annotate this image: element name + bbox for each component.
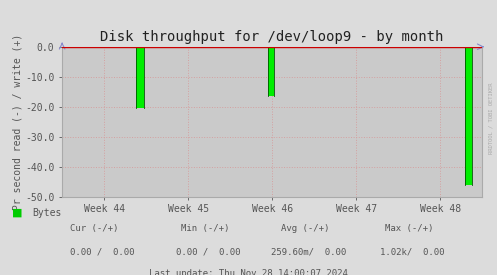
Text: 0.00 /  0.00: 0.00 / 0.00 — [70, 248, 134, 257]
Y-axis label: Pr second read (-) / write (+): Pr second read (-) / write (+) — [12, 34, 22, 210]
Text: Avg (-/+): Avg (-/+) — [281, 224, 329, 233]
Text: RRDTOOL / TOBI OETIKER: RRDTOOL / TOBI OETIKER — [489, 82, 494, 154]
Text: 1.02k/  0.00: 1.02k/ 0.00 — [380, 248, 445, 257]
Text: Cur (-/+): Cur (-/+) — [70, 224, 118, 233]
Title: Disk throughput for /dev/loop9 - by month: Disk throughput for /dev/loop9 - by mont… — [100, 30, 444, 44]
Text: 259.60m/  0.00: 259.60m/ 0.00 — [271, 248, 346, 257]
Text: Bytes: Bytes — [32, 208, 62, 218]
Text: ■: ■ — [12, 208, 23, 218]
Text: Max (-/+): Max (-/+) — [385, 224, 433, 233]
Text: Min (-/+): Min (-/+) — [181, 224, 230, 233]
Text: 0.00 /  0.00: 0.00 / 0.00 — [176, 248, 241, 257]
Text: Last update: Thu Nov 28 14:00:07 2024: Last update: Thu Nov 28 14:00:07 2024 — [149, 270, 348, 275]
